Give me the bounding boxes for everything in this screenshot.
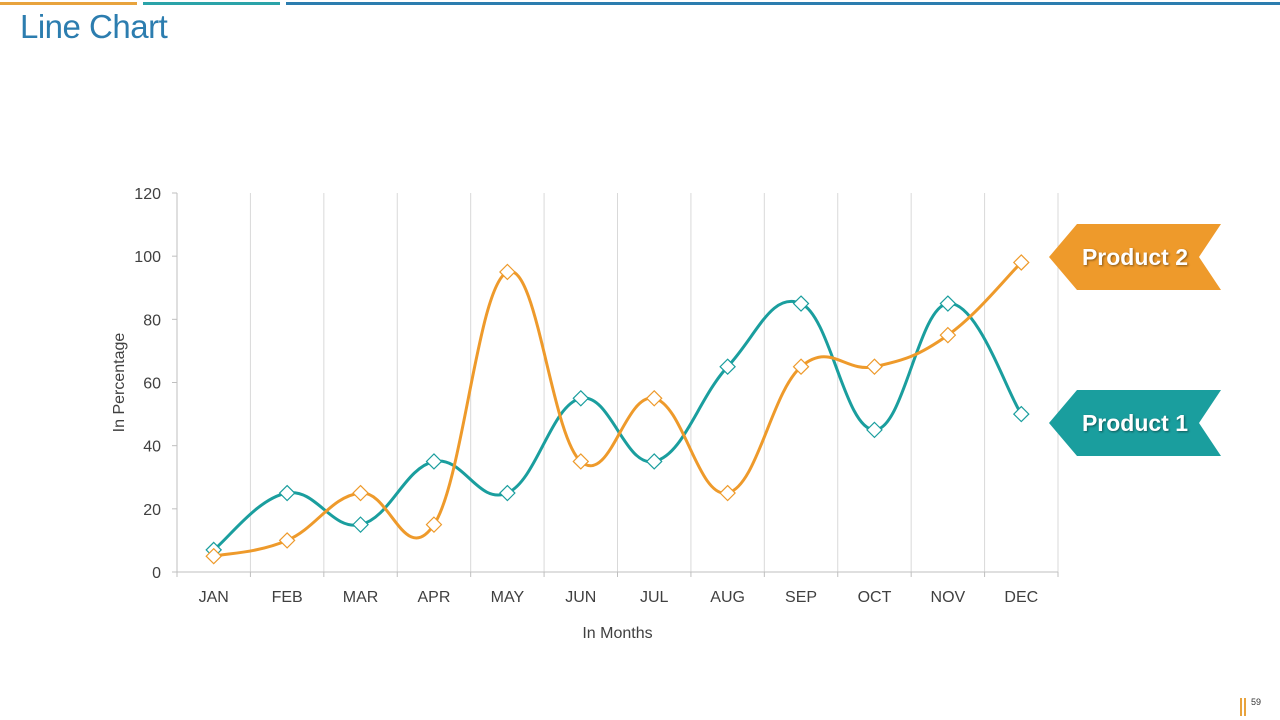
data-point-product1: [939, 295, 957, 312]
data-point-product1: [792, 295, 810, 312]
y-tick-label: 0: [152, 565, 161, 582]
product2-callout: Product 2: [1049, 224, 1221, 290]
data-point-product1: [645, 453, 663, 470]
y-tick-label: 80: [143, 312, 161, 329]
x-tick-label: OCT: [858, 589, 892, 606]
footer-accent-bars: [1240, 698, 1246, 716]
product1-callout-label: Product 1: [1081, 410, 1189, 436]
data-point-product1: [352, 516, 369, 533]
y-tick-label: 40: [143, 439, 161, 456]
data-point-product2: [792, 358, 810, 376]
product2-callout-label: Product 2: [1081, 244, 1189, 270]
x-tick-label: JAN: [199, 589, 229, 606]
data-point-product2: [1012, 254, 1030, 271]
data-point-product1: [866, 421, 883, 439]
data-point-product1: [425, 453, 443, 470]
y-tick-label: 100: [134, 249, 161, 266]
y-axis-title: In Percentage: [111, 333, 128, 433]
top-accent-orange: [0, 2, 137, 5]
x-tick-label: JUN: [565, 589, 596, 606]
data-point-product2: [719, 484, 736, 502]
product1-callout: Product 1: [1049, 390, 1221, 456]
x-tick-label: JUL: [640, 589, 669, 606]
data-point-product2: [939, 326, 957, 344]
page-title: Line Chart: [20, 8, 168, 45]
data-point-product1: [278, 484, 296, 502]
data-point-product2: [866, 358, 883, 376]
y-tick-label: 120: [134, 186, 161, 203]
x-axis-title: In Months: [582, 625, 652, 642]
product2-callout-shape: [1049, 224, 1221, 290]
data-point-product1: [572, 389, 590, 407]
x-tick-label: SEP: [785, 589, 817, 606]
data-point-product1: [1012, 405, 1030, 423]
data-point-product1: [499, 484, 516, 502]
data-point-product2: [352, 484, 369, 502]
x-tick-label: MAY: [491, 589, 525, 606]
data-point-product2: [572, 453, 590, 470]
x-tick-label: DEC: [1004, 589, 1038, 606]
y-tick-label: 60: [143, 376, 161, 393]
y-tick-label: 20: [143, 502, 161, 519]
product1-callout-shape: [1049, 390, 1221, 456]
x-tick-label: FEB: [272, 589, 303, 606]
x-tick-label: APR: [418, 589, 451, 606]
data-point-product1: [719, 358, 736, 376]
top-accent-teal: [143, 2, 280, 5]
data-point-product2: [645, 389, 663, 407]
x-tick-label: AUG: [710, 589, 745, 606]
data-point-product2: [205, 547, 223, 565]
data-point-product2: [499, 263, 516, 281]
page-number: 59: [1251, 697, 1262, 707]
x-tick-label: NOV: [931, 589, 966, 606]
top-accent-blue: [286, 2, 1280, 5]
x-tick-label: MAR: [343, 589, 379, 606]
data-point-product2: [278, 532, 296, 549]
data-point-product2: [425, 516, 443, 533]
